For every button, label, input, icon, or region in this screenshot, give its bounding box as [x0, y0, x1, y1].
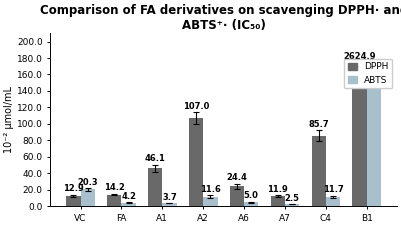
Bar	[285, 204, 299, 206]
Bar	[122, 203, 136, 206]
Bar	[148, 168, 162, 206]
Text: 11.7: 11.7	[323, 185, 343, 194]
Bar	[367, 77, 381, 206]
Title: Comparison of FA derivatives on scavenging DPPH· and
ABTS⁺· (IC₅₀): Comparison of FA derivatives on scavengi…	[40, 4, 401, 32]
Text: 85.7: 85.7	[308, 120, 329, 129]
Text: 20.3: 20.3	[77, 178, 98, 187]
Text: 2624.9: 2624.9	[343, 52, 376, 61]
Bar	[66, 196, 81, 206]
Text: 11.9: 11.9	[267, 185, 288, 194]
Bar	[107, 195, 122, 206]
Bar	[203, 197, 217, 206]
Bar	[312, 136, 326, 206]
Bar	[271, 196, 285, 206]
Text: 24.4: 24.4	[227, 173, 247, 183]
Bar	[162, 203, 176, 206]
Legend: DPPH, ABTS: DPPH, ABTS	[344, 59, 392, 88]
Text: 5.0: 5.0	[244, 191, 259, 200]
Text: 4.2: 4.2	[121, 192, 136, 201]
Text: 3.7: 3.7	[162, 192, 177, 202]
Bar	[244, 202, 258, 206]
Bar	[352, 66, 367, 206]
Text: 46.1: 46.1	[145, 154, 166, 163]
Text: 12.9: 12.9	[63, 184, 84, 193]
Bar	[230, 186, 244, 206]
Text: 157.1: 157.1	[360, 60, 387, 69]
Y-axis label: 10⁻² μmol/mL: 10⁻² μmol/mL	[4, 86, 14, 153]
Text: 2.5: 2.5	[285, 194, 300, 202]
Text: 107.0: 107.0	[183, 102, 209, 111]
Bar	[189, 118, 203, 206]
Text: 14.2: 14.2	[104, 183, 125, 192]
Bar	[81, 190, 95, 206]
Bar	[326, 197, 340, 206]
Text: 11.6: 11.6	[200, 185, 221, 194]
